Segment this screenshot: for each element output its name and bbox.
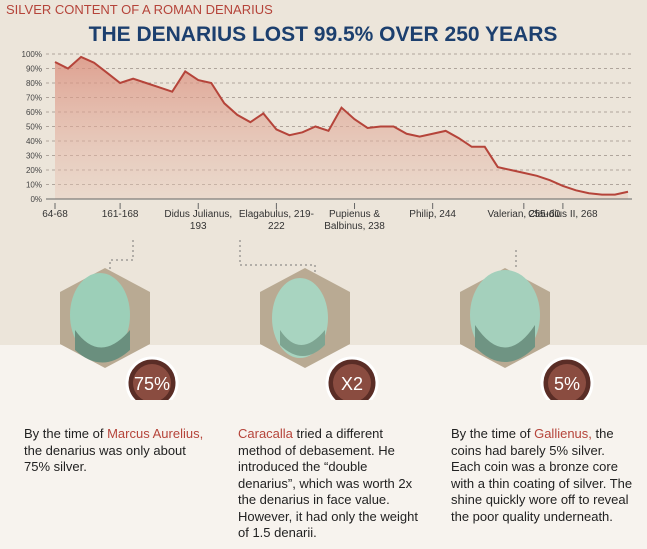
- y-tick-label: 30%: [26, 152, 42, 161]
- coins: 75% X2 5%: [125, 356, 594, 400]
- panel-text: the denarius was only about 75% silver.: [24, 442, 186, 475]
- chart-title: THE DENARIUS LOST 99.5% OVER 250 YEARS: [89, 23, 558, 46]
- x-tick-label: Philip, 244: [409, 209, 456, 220]
- coin-label: 75%: [134, 374, 170, 394]
- y-tick-label: 90%: [26, 65, 42, 74]
- y-tick-label: 60%: [26, 108, 42, 117]
- connectors: [109, 240, 517, 280]
- coin-inner: [133, 364, 171, 400]
- y-tick-label: 50%: [26, 123, 42, 132]
- chart-subtitle: SILVER CONTENT OF A ROMAN DENARIUS: [6, 2, 273, 17]
- coin-inner: [548, 364, 586, 400]
- coin-label: 5%: [554, 374, 580, 394]
- panel-text: By the time of: [451, 426, 535, 441]
- x-tick-label: Pupienus & Balbinus, 238: [324, 209, 385, 232]
- x-tick-label: Valerian, 255-60: [487, 209, 561, 220]
- emperor-name: Caracalla: [238, 426, 293, 441]
- coin-inner: [333, 364, 371, 400]
- y-tick-label: 0%: [30, 195, 42, 204]
- y-tick-label: 70%: [26, 94, 42, 103]
- panel-text: the coins had barely 5% silver. Each coi…: [451, 426, 633, 524]
- area: [55, 56, 628, 200]
- x-tick-label: 64-68: [42, 209, 68, 220]
- x-tick-label: Elagabulus, 219-222: [238, 209, 314, 232]
- panel-text: tried a different method of debasement. …: [238, 426, 418, 540]
- y-tick-label: 100%: [22, 50, 42, 59]
- y-tick-label: 10%: [26, 181, 42, 190]
- portraits: [60, 268, 550, 368]
- y-tick-label: 20%: [26, 166, 42, 175]
- x-tick-label: Claudius II, 268: [528, 209, 598, 220]
- line: [54, 55, 629, 196]
- x-tick-label: Didus Julianus, 193: [164, 209, 233, 232]
- chart: SILVER CONTENT OF A ROMAN DENARIUS THE D…: [6, 2, 632, 400]
- emperor-name: Gallienus,: [534, 426, 592, 441]
- x-tick-label: 161-168: [101, 209, 139, 220]
- coin-label: X2: [341, 374, 363, 394]
- y-tick-label: 80%: [26, 79, 42, 88]
- panel: Caracalla tried a different method of de…: [238, 426, 418, 542]
- panel: By the time of Gallienus, the coins had …: [451, 426, 636, 525]
- panel: By the time of Marcus Aurelius, the dena…: [24, 426, 204, 476]
- panel-text: By the time of: [24, 426, 108, 441]
- y-tick-label: 40%: [26, 137, 42, 146]
- emperor-name: Marcus Aurelius,: [107, 426, 204, 441]
